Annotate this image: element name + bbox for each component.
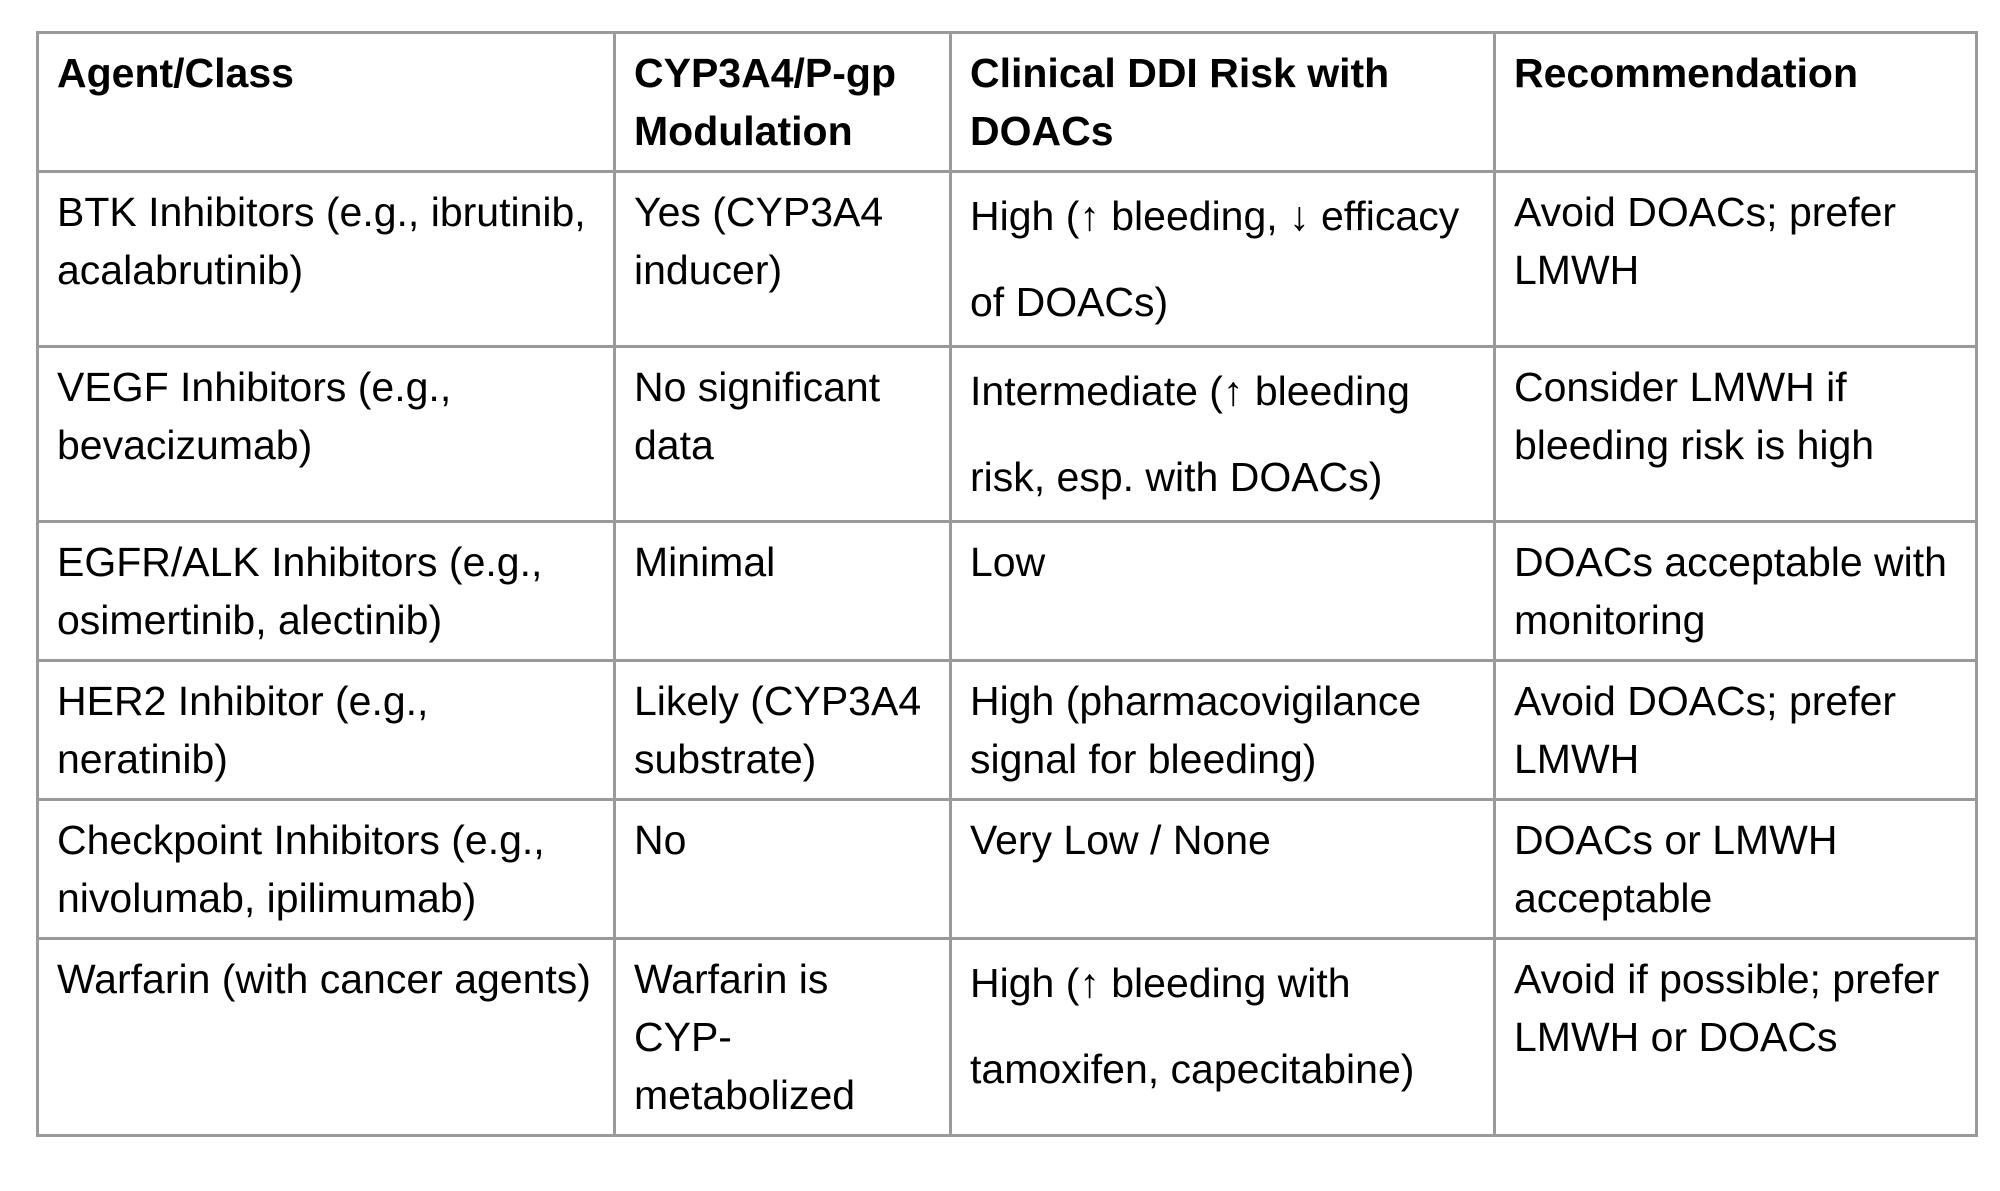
- cell-modulation: Minimal: [613, 520, 952, 662]
- header-modulation: CYP3A4/P-gp Modulation: [613, 31, 952, 173]
- table-row: HER2 Inhibitor (e.g., neratinib) Likely …: [36, 659, 1978, 801]
- cell-risk: Low: [949, 520, 1496, 662]
- header-ddi-risk: Clinical DDI Risk with DOACs: [949, 31, 1496, 173]
- cell-modulation: No significant data: [613, 345, 952, 523]
- header-recommendation: Recommendation: [1493, 31, 1978, 173]
- cell-modulation: Likely (CYP3A4 substrate): [613, 659, 952, 801]
- table-row: EGFR/ALK Inhibitors (e.g., osimertinib, …: [36, 520, 1978, 662]
- header-agent-class: Agent/Class: [36, 31, 616, 173]
- cell-recommendation: Consider LMWH if bleeding risk is high: [1493, 345, 1978, 523]
- cell-recommendation: DOACs acceptable with monitoring: [1493, 520, 1978, 662]
- table-row: BTK Inhibitors (e.g., ibrutinib, acalabr…: [36, 170, 1978, 348]
- cell-agent: Checkpoint Inhibitors (e.g., nivolumab, …: [36, 798, 616, 940]
- table-header: Agent/Class CYP3A4/P-gp Modulation Clini…: [36, 31, 1978, 173]
- cell-recommendation: Avoid DOACs; prefer LMWH: [1493, 659, 1978, 801]
- cell-agent: BTK Inhibitors (e.g., ibrutinib, acalabr…: [36, 170, 616, 348]
- header-row: Agent/Class CYP3A4/P-gp Modulation Clini…: [36, 31, 1978, 173]
- cell-risk: High (↑ bleeding, ↓ efficacy of DOACs): [949, 170, 1496, 348]
- cell-recommendation: DOACs or LMWH acceptable: [1493, 798, 1978, 940]
- table-row: Warfarin (with cancer agents) Warfarin i…: [36, 937, 1978, 1137]
- cell-recommendation: Avoid DOACs; prefer LMWH: [1493, 170, 1978, 348]
- table-row: Checkpoint Inhibitors (e.g., nivolumab, …: [36, 798, 1978, 940]
- cell-risk: Very Low / None: [949, 798, 1496, 940]
- cell-agent: EGFR/ALK Inhibitors (e.g., osimertinib, …: [36, 520, 616, 662]
- cell-agent: HER2 Inhibitor (e.g., neratinib): [36, 659, 616, 801]
- cell-agent: Warfarin (with cancer agents): [36, 937, 616, 1137]
- cell-risk: High (pharmacovigilance signal for bleed…: [949, 659, 1496, 801]
- table-row: VEGF Inhibitors (e.g., bevacizumab) No s…: [36, 345, 1978, 523]
- cell-modulation: Warfarin is CYP-metabolized: [613, 937, 952, 1137]
- table-body: BTK Inhibitors (e.g., ibrutinib, acalabr…: [36, 170, 1978, 1137]
- cell-risk: Intermediate (↑ bleeding risk, esp. with…: [949, 345, 1496, 523]
- cell-risk: High (↑ bleeding with tamoxifen, capecit…: [949, 937, 1496, 1137]
- ddi-table: Agent/Class CYP3A4/P-gp Modulation Clini…: [36, 31, 1978, 1137]
- cell-agent: VEGF Inhibitors (e.g., bevacizumab): [36, 345, 616, 523]
- cell-recommendation: Avoid if possible; prefer LMWH or DOACs: [1493, 937, 1978, 1137]
- cell-modulation: Yes (CYP3A4 inducer): [613, 170, 952, 348]
- cell-modulation: No: [613, 798, 952, 940]
